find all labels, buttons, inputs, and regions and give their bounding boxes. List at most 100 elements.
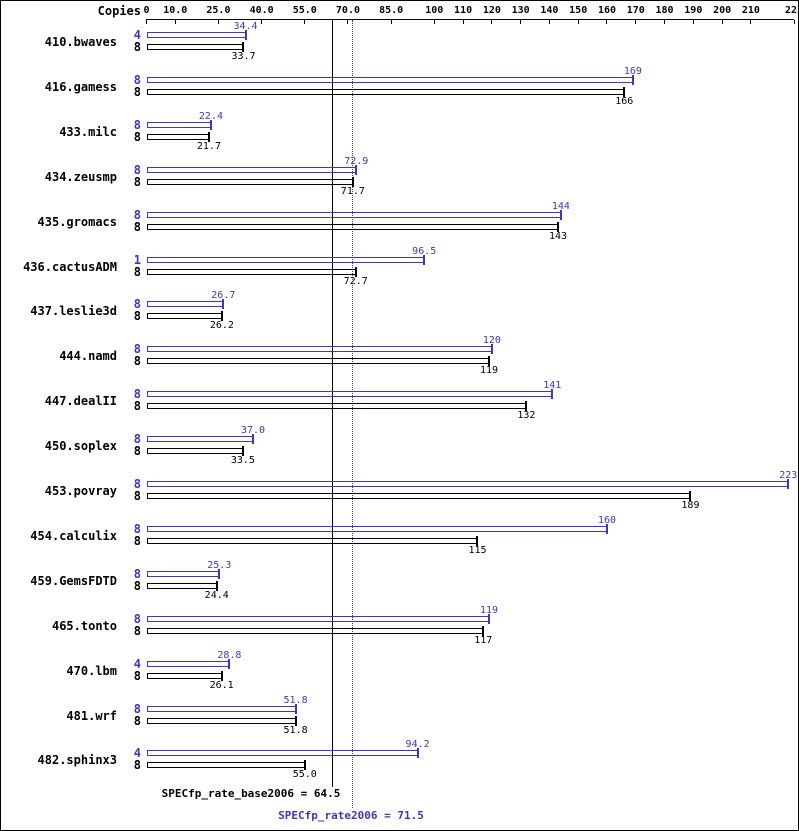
base-bar-endcap	[242, 42, 245, 52]
base-value-label: 51.8	[283, 724, 308, 736]
base-bar-endcap	[215, 580, 218, 591]
base-bar-endcap	[623, 86, 626, 97]
base-bar-endcap	[220, 670, 223, 681]
base-copies-label: 8	[133, 444, 141, 459]
base-bar-endcap	[303, 760, 306, 771]
x-axis-tick-label: 170	[626, 5, 645, 16]
base-bar	[147, 627, 484, 634]
peak-bar-endcap	[605, 523, 608, 534]
base-bar-endcap	[351, 176, 354, 187]
base-value-label: 33.7	[231, 51, 256, 62]
x-axis-tick-label: 110	[454, 5, 473, 16]
base-bar	[147, 537, 478, 544]
benchmark-label: 437.leslie3d	[30, 304, 117, 319]
base-value-label: 115	[468, 544, 487, 556]
base-copies-label: 8	[133, 129, 141, 144]
x-axis-tick-label: 25.0	[206, 5, 231, 16]
base-copies-label: 8	[133, 758, 141, 773]
x-axis-tick	[174, 20, 176, 24]
x-axis-tick-label: 100	[425, 5, 444, 16]
x-axis-tick-label: 130	[511, 5, 530, 16]
x-axis-tick	[217, 20, 219, 24]
peak-bar	[147, 391, 553, 398]
x-axis-tick-label: 55.0	[292, 5, 317, 16]
benchmark-label: 465.tonto	[51, 618, 117, 633]
x-axis-tick	[347, 20, 349, 24]
peak-copies-label: 8	[133, 432, 141, 447]
benchmark-label: 447.dealII	[44, 394, 117, 409]
peak-value-label: 51.8	[283, 694, 308, 706]
peak-copies-label: 8	[133, 387, 141, 402]
peak-bar-endcap	[222, 299, 225, 310]
benchmark-label: 450.soplex	[44, 439, 117, 454]
peak-bar	[147, 660, 230, 667]
peak-value-label: 28.8	[217, 649, 242, 661]
peak-copies-label: 8	[133, 117, 141, 132]
base-copies-label: 8	[133, 533, 141, 548]
peak-bar	[147, 705, 296, 712]
base-mean-label: SPECfp_rate_base2006 = 64.5	[161, 787, 341, 800]
x-axis-tick	[491, 20, 493, 24]
x-axis-tick	[390, 20, 392, 24]
benchmark-label: 435.gromacs	[37, 214, 117, 229]
base-bar-endcap	[487, 356, 490, 367]
peak-copies-label: 8	[133, 521, 141, 536]
peak-bar	[147, 166, 357, 173]
base-copies-label: 8	[133, 309, 141, 324]
x-axis-tick-label: 70.0	[335, 5, 360, 16]
base-bar-endcap	[241, 446, 244, 457]
peak-copies-label: 8	[133, 701, 141, 716]
base-copies-label: 8	[133, 668, 141, 683]
x-axis-tick	[304, 20, 306, 24]
benchmark-label: 436.cactusADM	[23, 259, 117, 274]
base-value-label: 71.7	[340, 185, 365, 197]
peak-bar	[147, 525, 607, 532]
base-bar	[147, 448, 243, 455]
base-bar	[147, 268, 356, 275]
base-bar	[147, 313, 222, 320]
benchmark-label: 454.calculix	[30, 528, 117, 543]
base-bar	[147, 88, 625, 95]
peak-value-label: 144	[551, 200, 570, 212]
x-axis-tick	[750, 20, 752, 24]
peak-bar-endcap	[251, 434, 254, 445]
base-bar-endcap	[525, 401, 528, 412]
x-axis-tick-label: 40.0	[249, 5, 274, 16]
x-axis-tick	[577, 20, 579, 24]
benchmark-label: 459.GemsFDTD	[30, 573, 117, 588]
peak-value-label: 169	[623, 65, 642, 77]
x-axis-tick	[548, 20, 550, 24]
peak-bar-endcap	[244, 30, 247, 40]
peak-copies-label: 8	[133, 477, 141, 491]
peak-bar	[147, 481, 789, 487]
base-copies-label: 8	[133, 623, 141, 638]
base-bar	[147, 44, 244, 50]
peak-bar-endcap	[294, 703, 297, 714]
peak-bar	[147, 256, 425, 263]
base-bar	[147, 493, 691, 499]
benchmark-label: 416.gamess	[44, 79, 117, 94]
peak-value-label: 72.9	[344, 155, 369, 167]
peak-copies-label: 4	[133, 656, 141, 671]
peak-bar-endcap	[218, 568, 221, 579]
peak-value-label: 119	[479, 604, 498, 616]
peak-bar	[147, 570, 220, 577]
base-copies-label: 8	[133, 219, 141, 234]
base-copies-label: 8	[133, 399, 141, 414]
base-bar	[147, 672, 222, 679]
base-value-label: 26.1	[209, 679, 234, 691]
peak-bar	[147, 32, 246, 38]
base-value-label: 189	[681, 500, 700, 511]
peak-copies-label: 4	[133, 28, 141, 42]
peak-bar-endcap	[559, 209, 562, 220]
peak-copies-label: 8	[133, 611, 141, 626]
peak-value-label: 25.3	[207, 559, 232, 571]
peak-value-label: 22.4	[198, 110, 223, 122]
x-axis-tick-label: 200	[713, 5, 732, 16]
base-bar-endcap	[220, 311, 223, 322]
x-axis-tick	[635, 20, 637, 24]
base-value-label: 26.2	[209, 320, 234, 332]
peak-bar	[147, 346, 492, 353]
x-axis-tick	[146, 20, 147, 24]
